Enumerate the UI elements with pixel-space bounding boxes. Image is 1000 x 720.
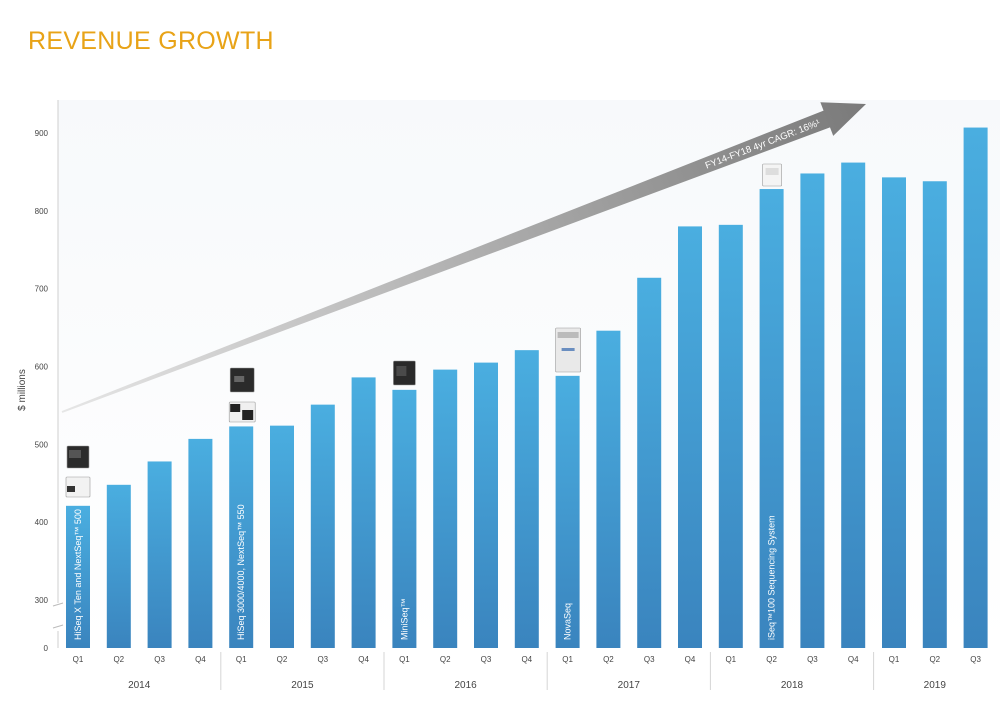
y-axis: 0 300 400 500 600 700 800 900 xyxy=(35,100,64,653)
bar-annotation: NovaSeq xyxy=(563,603,573,640)
y-tick-label: 700 xyxy=(35,285,49,294)
x-tick-label: Q3 xyxy=(970,655,981,664)
miniseq-screen-icon xyxy=(396,366,407,376)
bar xyxy=(270,425,294,648)
x-tick-label: Q3 xyxy=(154,655,165,664)
x-tick-label: Q2 xyxy=(277,655,288,664)
sequencer-screen-icon xyxy=(242,410,254,420)
bar xyxy=(759,189,784,649)
axis-break-mark xyxy=(52,624,64,629)
bar xyxy=(882,177,906,649)
year-label: 2016 xyxy=(454,680,477,691)
bar-annotation: HiSeq X Ten and NextSeq™ 500 xyxy=(73,509,83,640)
year-label: 2015 xyxy=(291,680,314,691)
x-tick-label: Q1 xyxy=(236,655,247,664)
x-tick-label: Q4 xyxy=(848,655,859,664)
y-tick-label: 600 xyxy=(35,363,49,372)
year-label: 2014 xyxy=(128,680,151,691)
bar-annotation: HiSeq 3000/4000, NextSeq™ 550 xyxy=(236,504,246,640)
bar xyxy=(474,362,498,648)
bar-annotations: HiSeq X Ten and NextSeq™ 500 HiSeq 3000/4… xyxy=(73,504,777,640)
bar xyxy=(841,162,866,648)
x-tick-label: Q3 xyxy=(807,655,818,664)
bar xyxy=(351,377,376,648)
x-tick-label: Q2 xyxy=(929,655,940,664)
y-tick-label: 800 xyxy=(35,207,49,216)
bar xyxy=(678,226,702,648)
bar xyxy=(310,404,335,648)
y-tick-label: 400 xyxy=(35,518,49,527)
x-tick-label: Q4 xyxy=(358,655,369,664)
y-tick-label: 300 xyxy=(35,596,49,605)
bar xyxy=(718,224,743,649)
bar xyxy=(637,277,662,648)
x-tick-label: Q3 xyxy=(317,655,328,664)
bars xyxy=(66,127,988,649)
sequencer-screen-icon xyxy=(67,486,75,492)
novaseq-panel-icon xyxy=(557,332,579,338)
x-tick-label: Q4 xyxy=(521,655,532,664)
iseq-screen-icon xyxy=(765,168,779,175)
bar xyxy=(922,181,947,649)
x-tick-label: Q4 xyxy=(195,655,206,664)
page-title: REVENUE GROWTH xyxy=(28,27,274,55)
x-tick-label: Q2 xyxy=(603,655,614,664)
bar-annotation: iSeq™100 Sequencing System xyxy=(767,515,777,640)
bar xyxy=(514,350,539,648)
bar-annotation: MiniSeq™ xyxy=(399,598,409,640)
bar xyxy=(963,127,988,649)
y-tick-label: 500 xyxy=(35,440,49,449)
y-tick-label: 900 xyxy=(35,129,49,138)
x-tick-label: Q1 xyxy=(399,655,410,664)
bar xyxy=(188,438,213,648)
bar xyxy=(66,505,90,648)
year-label: 2017 xyxy=(618,680,641,691)
x-tick-label: Q3 xyxy=(481,655,492,664)
bar xyxy=(800,173,825,648)
y-axis-label: $ millions xyxy=(17,369,28,411)
novaseq-stripe-icon xyxy=(561,348,575,351)
x-tick-label: Q1 xyxy=(562,655,573,664)
year-label: 2019 xyxy=(924,680,947,691)
bar xyxy=(596,330,621,648)
bar xyxy=(106,484,131,648)
product-icons xyxy=(65,163,782,498)
axis-break-mark xyxy=(52,602,64,607)
sequencer-screen-icon xyxy=(230,404,241,412)
x-tick-label: Q2 xyxy=(440,655,451,664)
y-tick-label: 0 xyxy=(44,644,49,653)
sequencer-screen-icon xyxy=(69,450,81,458)
x-tick-label: Q2 xyxy=(113,655,124,664)
bar xyxy=(555,375,580,648)
x-tick-label: Q3 xyxy=(644,655,655,664)
bar xyxy=(229,426,254,648)
x-tick-label: Q1 xyxy=(725,655,736,664)
x-tick-label: Q2 xyxy=(766,655,777,664)
trend-arrow-body xyxy=(61,102,866,413)
sequencer-screen-icon xyxy=(234,376,245,382)
bar xyxy=(147,461,172,648)
x-tick-label: Q1 xyxy=(73,655,84,664)
x-axis: Q1 Q2 Q3 Q4 Q1 Q2 Q3 Q4 Q1 Q2 Q3 Q4 Q1 Q2 Q3 Q4 Q1 Q2 Q3 Q4… xyxy=(73,652,981,691)
axis-break xyxy=(53,603,63,631)
x-tick-label: Q1 xyxy=(889,655,900,664)
bar xyxy=(392,389,417,648)
year-label: 2018 xyxy=(781,680,804,691)
bar xyxy=(433,369,458,648)
x-tick-label: Q4 xyxy=(685,655,696,664)
